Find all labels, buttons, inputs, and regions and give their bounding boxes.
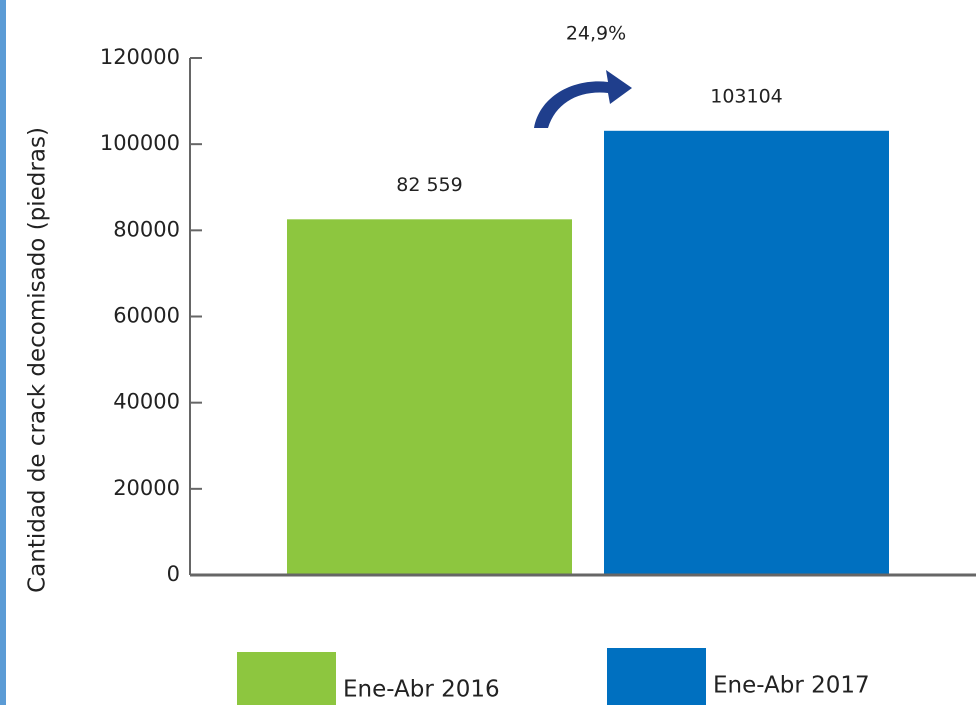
y-tick-label: 100000 <box>100 131 180 155</box>
y-tick-label: 20000 <box>113 476 180 500</box>
y-tick-label: 80000 <box>113 217 180 241</box>
value-label: 82 559 <box>396 174 462 196</box>
y-axis-label: Cantidad de crack decomisado (piedras) <box>25 127 51 593</box>
y-tick-label: 60000 <box>113 304 180 328</box>
bar <box>287 219 572 576</box>
legend-swatch <box>607 648 706 705</box>
legend-swatch <box>237 652 336 705</box>
legend-label: Ene-Abr 2017 <box>713 673 870 699</box>
left-stripe <box>0 0 6 705</box>
arrow <box>534 70 632 128</box>
value-label: 103104 <box>710 85 783 107</box>
y-tick-label: 40000 <box>113 390 180 414</box>
legend-label: Ene-Abr 2016 <box>343 677 500 703</box>
annotation: 24,9% <box>566 23 626 45</box>
bar <box>604 130 889 576</box>
y-tick-label: 120000 <box>100 45 180 69</box>
y-tick-label: 0 <box>167 562 180 586</box>
